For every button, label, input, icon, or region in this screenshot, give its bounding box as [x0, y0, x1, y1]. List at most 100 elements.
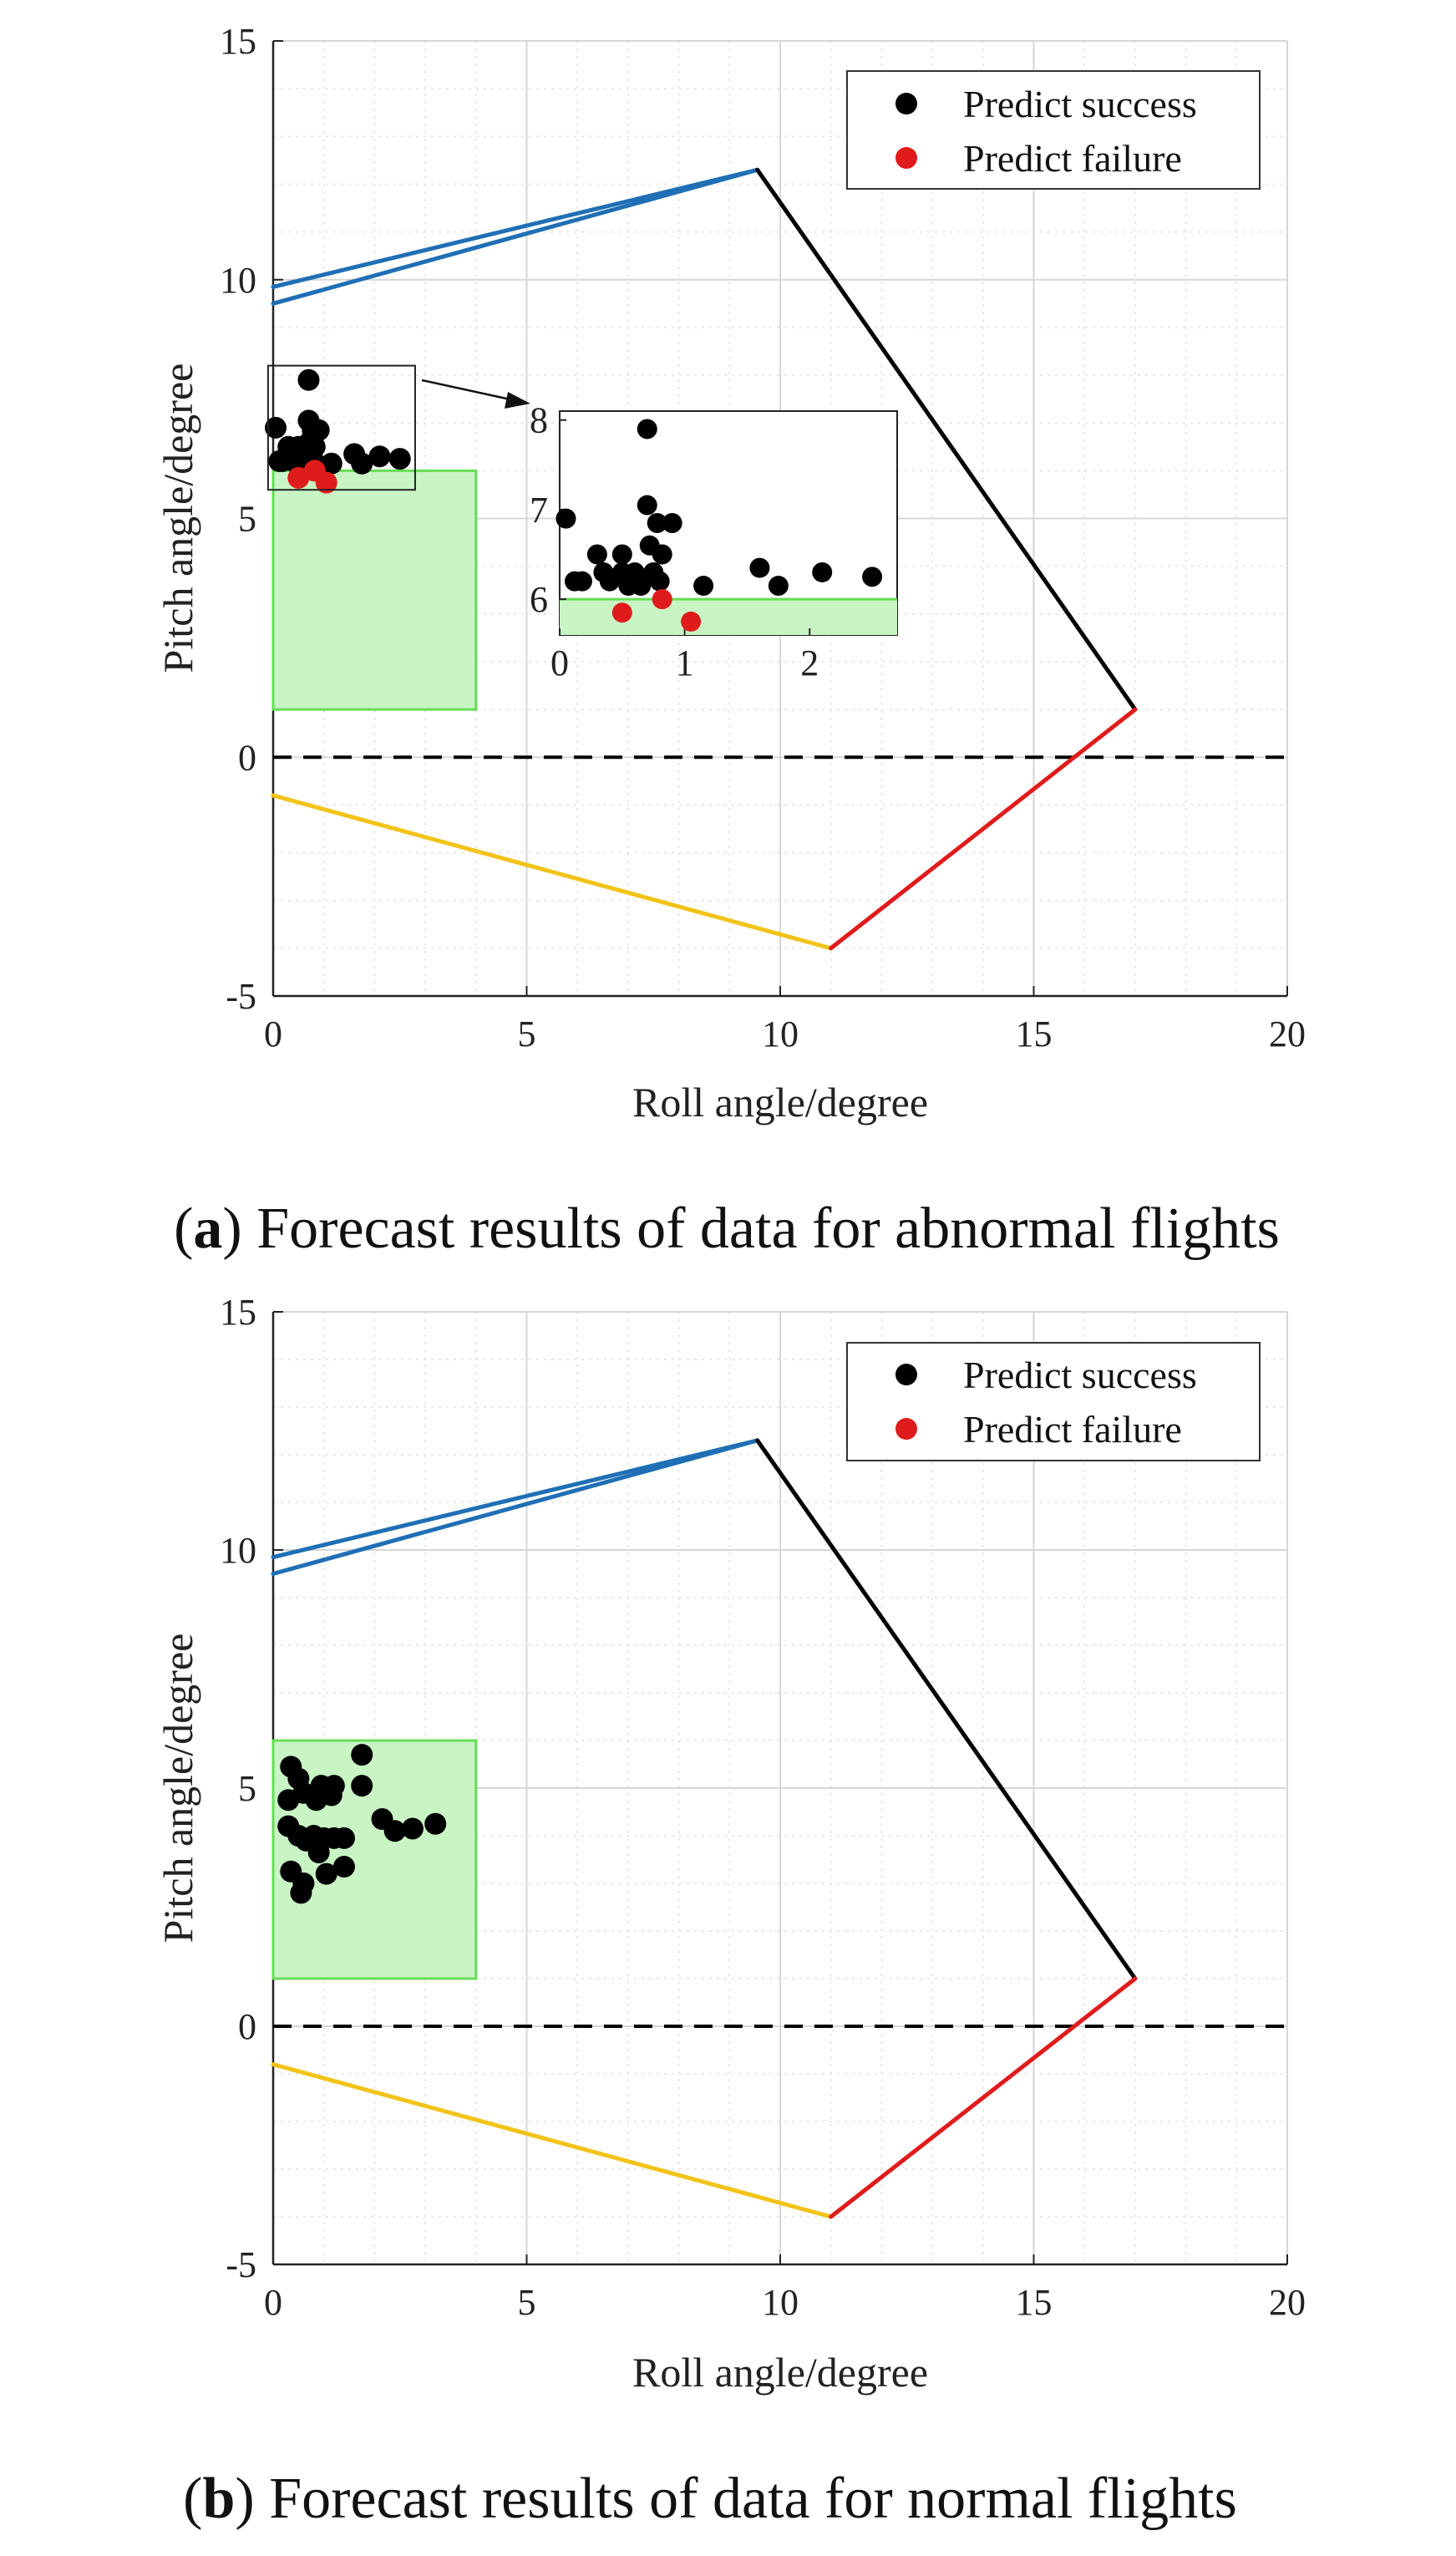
inset-success-point — [586, 544, 607, 565]
y-tick-label: -5 — [226, 976, 256, 1017]
boundary-line — [755, 1438, 1138, 1981]
success-point — [315, 1862, 337, 1885]
inset-success-point — [637, 419, 657, 440]
zoom-arrow-head — [505, 392, 530, 409]
success-point — [388, 448, 411, 470]
failure-point — [315, 471, 337, 494]
legend-label-success: Predict success — [963, 1354, 1197, 1396]
success-point — [383, 1820, 406, 1842]
caption-text: Forecast results of data for normal flig… — [269, 2467, 1237, 2531]
x-tick-label: 5 — [518, 2282, 536, 2323]
legend-label-failure: Predict failure — [963, 137, 1182, 180]
success-point — [297, 368, 320, 391]
y-tick-label: 0 — [238, 2006, 256, 2047]
inset-success-point — [556, 508, 576, 529]
boundary-lines-b — [271, 1438, 1138, 2219]
caption-b: (b) Forecast results of data for normal … — [183, 2467, 1237, 2531]
inset-success-point — [637, 495, 657, 516]
legend-marker-success — [895, 93, 917, 114]
success-point — [424, 1812, 447, 1835]
y-tick-label: 5 — [238, 1768, 256, 1809]
green-region — [271, 469, 478, 711]
x-tick-label: 15 — [1016, 1014, 1053, 1054]
inset-a: 0 1 2 6 7 8 — [266, 364, 898, 683]
success-point — [303, 435, 326, 458]
success-point — [332, 1856, 355, 1878]
points-b — [277, 1744, 447, 1904]
success-point — [332, 1827, 355, 1849]
legend-box — [846, 70, 1261, 190]
success-point — [320, 1784, 342, 1806]
x-tick-label: 10 — [762, 2282, 799, 2323]
x-tick-label: 0 — [264, 2282, 282, 2323]
inset-failure-point — [611, 602, 632, 623]
inset-success-point — [749, 557, 770, 578]
x-tick-label: 15 — [1016, 2282, 1053, 2323]
legend-marker-failure — [895, 147, 917, 169]
legend-b: Predict success Predict failure — [846, 1342, 1261, 1461]
y-tick-label: -5 — [226, 2244, 256, 2285]
y-tick-label: 5 — [238, 499, 256, 540]
boundary-line — [271, 1438, 760, 1560]
success-point — [265, 416, 287, 439]
zoom-arrow-line — [421, 379, 519, 403]
success-point — [320, 452, 342, 475]
inset-success-point — [662, 513, 682, 533]
green-region-a — [271, 469, 478, 711]
inset-success-point — [649, 571, 670, 592]
inset-success-point — [768, 576, 789, 597]
inset-success-point — [571, 571, 592, 592]
boundary-line — [271, 793, 834, 951]
x-tick-label: 20 — [1269, 1014, 1306, 1054]
legend-box — [846, 1342, 1261, 1461]
legend-marker-success — [895, 1364, 917, 1385]
caption-letter: a — [193, 1197, 222, 1261]
success-point — [401, 1817, 424, 1840]
x-tick-label: 0 — [264, 1014, 282, 1054]
boundary-line — [271, 167, 760, 306]
inset-frame — [559, 410, 898, 636]
inset-y-tick-label: 6 — [530, 579, 548, 620]
boundary-line — [829, 1976, 1138, 2219]
boundary-line — [271, 1438, 760, 1576]
inset-success-point — [611, 544, 632, 565]
legend-label-success: Predict success — [963, 83, 1197, 125]
inset-success-point — [631, 576, 652, 597]
success-point — [351, 452, 373, 475]
inset-failure-point — [652, 589, 672, 610]
inset-x-tick-label: 2 — [800, 643, 819, 683]
inset-success-point — [652, 544, 672, 565]
inset-success-point — [647, 513, 667, 533]
zoom-source-box — [266, 364, 416, 491]
success-point — [368, 445, 391, 468]
y-tick-label: 10 — [220, 1530, 256, 1571]
y-tick-label: 15 — [220, 1292, 256, 1333]
inset-success-point — [812, 562, 833, 582]
caption-text: Forecast results of data for abnormal fl… — [256, 1197, 1280, 1261]
success-point — [351, 1744, 373, 1766]
inset-success-point — [862, 567, 883, 587]
y-axis-label: Pitch angle/degree — [155, 1634, 201, 1944]
success-point — [351, 1775, 373, 1797]
inset-y-tick-label: 7 — [530, 490, 548, 531]
legend-marker-failure — [895, 1418, 917, 1440]
x-tick-label: 20 — [1269, 2282, 1306, 2323]
legend-label-failure: Predict failure — [963, 1408, 1182, 1451]
success-point — [290, 1882, 312, 1904]
boundary-line — [271, 2062, 834, 2219]
boundary-line — [829, 707, 1138, 951]
inset-x-tick-label: 0 — [550, 643, 569, 683]
y-tick-label: 0 — [238, 737, 256, 778]
x-tick-label: 5 — [518, 1014, 536, 1054]
x-tick-label: 10 — [762, 1014, 799, 1054]
inset-y-tick-label: 8 — [530, 400, 548, 441]
y-tick-label: 15 — [220, 21, 256, 62]
boundary-lines-a — [271, 167, 1138, 951]
success-point — [307, 419, 330, 441]
inset-green-region — [560, 599, 897, 635]
